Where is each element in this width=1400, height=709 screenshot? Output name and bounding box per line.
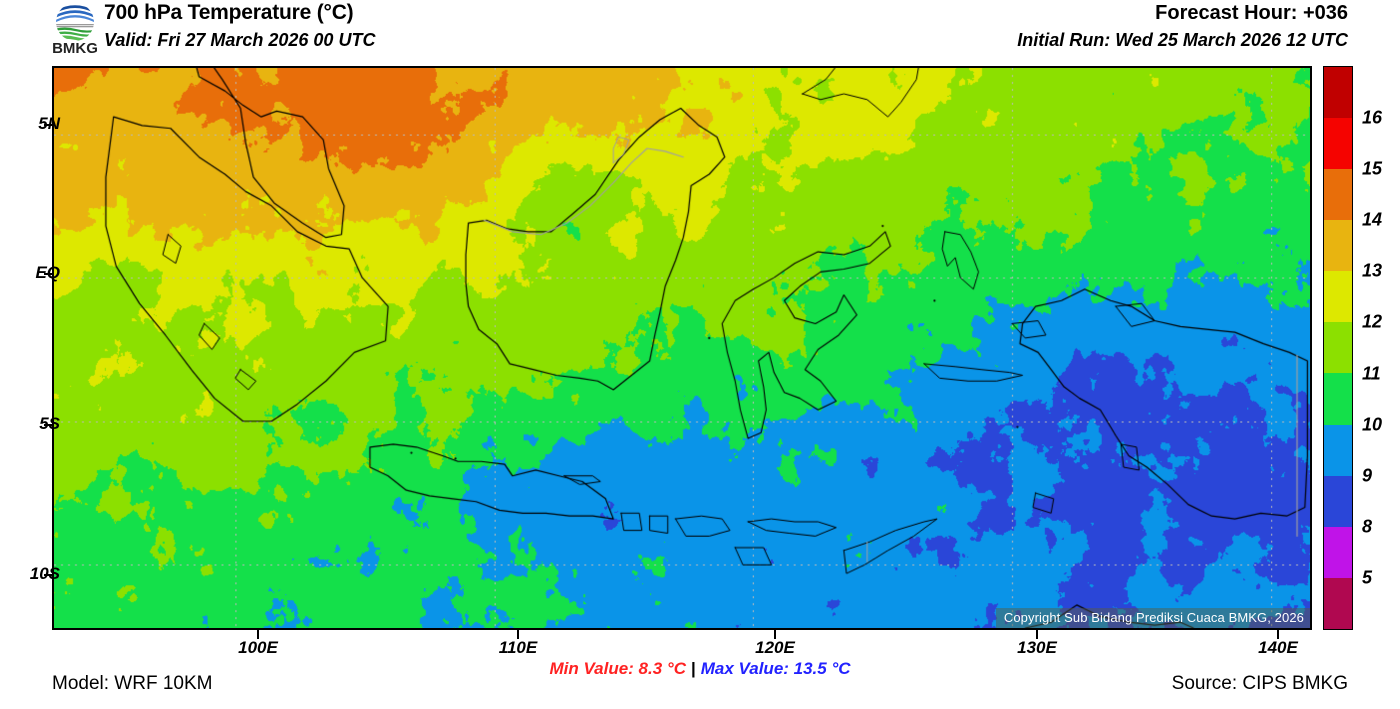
- ytick-mark: [44, 273, 53, 275]
- colorbar-band-3: [1324, 220, 1352, 272]
- colorbar-label-5: 5: [1362, 567, 1373, 588]
- xtick-mark: [1036, 630, 1038, 639]
- min-value-label: Min Value: 8.3 °C: [549, 659, 686, 678]
- colorbar-band-2: [1324, 169, 1352, 221]
- bmkg-logo: BMKG: [44, 2, 106, 58]
- xtick-mark: [517, 630, 519, 639]
- initial-run-label: Initial Run: Wed 25 March 2026 12 UTC: [1017, 30, 1348, 50]
- colorbar-label-10: 10: [1362, 414, 1383, 435]
- min-max-values: Min Value: 8.3 °C | Max Value: 13.5 °C: [0, 659, 1400, 679]
- copyright-watermark: Copyright Sub Bidang Prediksi Cuaca BMKG…: [995, 608, 1310, 628]
- ytick-label-5n: 5N: [38, 114, 60, 134]
- colorbar-band-8: [1324, 475, 1352, 527]
- max-value-label: Max Value: 13.5 °C: [700, 659, 851, 678]
- ytick-label-eq: EQ: [35, 263, 60, 283]
- temperature-field-canvas: [54, 68, 1310, 628]
- model-label: Model: WRF 10KM: [52, 673, 213, 694]
- colorbar-label-15: 15: [1362, 158, 1383, 179]
- xtick-label-130e: 130E: [1017, 638, 1057, 657]
- ytick-mark: [44, 574, 53, 576]
- colorbar-band-0: [1324, 67, 1352, 119]
- page-title: 700 hPa Temperature (°C): [104, 1, 354, 24]
- colorbar-band-6: [1324, 373, 1352, 425]
- colorbar-label-11: 11: [1362, 363, 1381, 384]
- ytick-label-5s: 5S: [39, 414, 60, 434]
- ytick-label-10s: 10S: [30, 564, 60, 584]
- colorbar-label-8: 8: [1362, 516, 1373, 537]
- colorbar-band-9: [1324, 526, 1352, 578]
- colorbar-band-7: [1324, 424, 1352, 476]
- map-plot-area[interactable]: Copyright Sub Bidang Prediksi Cuaca BMKG…: [52, 66, 1312, 630]
- forecast-hour-label: Forecast Hour: +036: [1155, 2, 1348, 24]
- source-label: Source: CIPS BMKG: [1171, 673, 1348, 694]
- colorbar-label-9: 9: [1362, 465, 1373, 486]
- colorbar-label-12: 12: [1362, 311, 1383, 332]
- ytick-mark: [44, 124, 53, 126]
- bmkg-logo-text: BMKG: [52, 40, 98, 57]
- colorbar-label-16: 16: [1362, 107, 1383, 128]
- colorbar-band-5: [1324, 322, 1352, 374]
- xtick-mark: [774, 630, 776, 639]
- colorbar-band-10: [1324, 577, 1352, 629]
- xtick-label-100e: 100E: [238, 638, 278, 657]
- colorbar-label-14: 14: [1362, 209, 1383, 230]
- colorbar-band-4: [1324, 271, 1352, 323]
- colorbar: [1323, 66, 1353, 630]
- colorbar-band-1: [1324, 118, 1352, 170]
- bmkg-logo-icon: [56, 3, 94, 41]
- ytick-mark: [44, 424, 53, 426]
- xtick-label-110e: 110E: [498, 638, 538, 657]
- xtick-label-140e: 140E: [1258, 638, 1298, 657]
- minmax-separator: |: [690, 659, 696, 678]
- valid-time-label: Valid: Fri 27 March 2026 00 UTC: [104, 30, 376, 50]
- header: BMKG 700 hPa Temperature (°C) Valid: Fri…: [0, 0, 1400, 60]
- xtick-label-120e: 120E: [755, 638, 795, 657]
- xtick-mark: [1277, 630, 1279, 639]
- xtick-mark: [257, 630, 259, 639]
- colorbar-label-13: 13: [1362, 260, 1383, 281]
